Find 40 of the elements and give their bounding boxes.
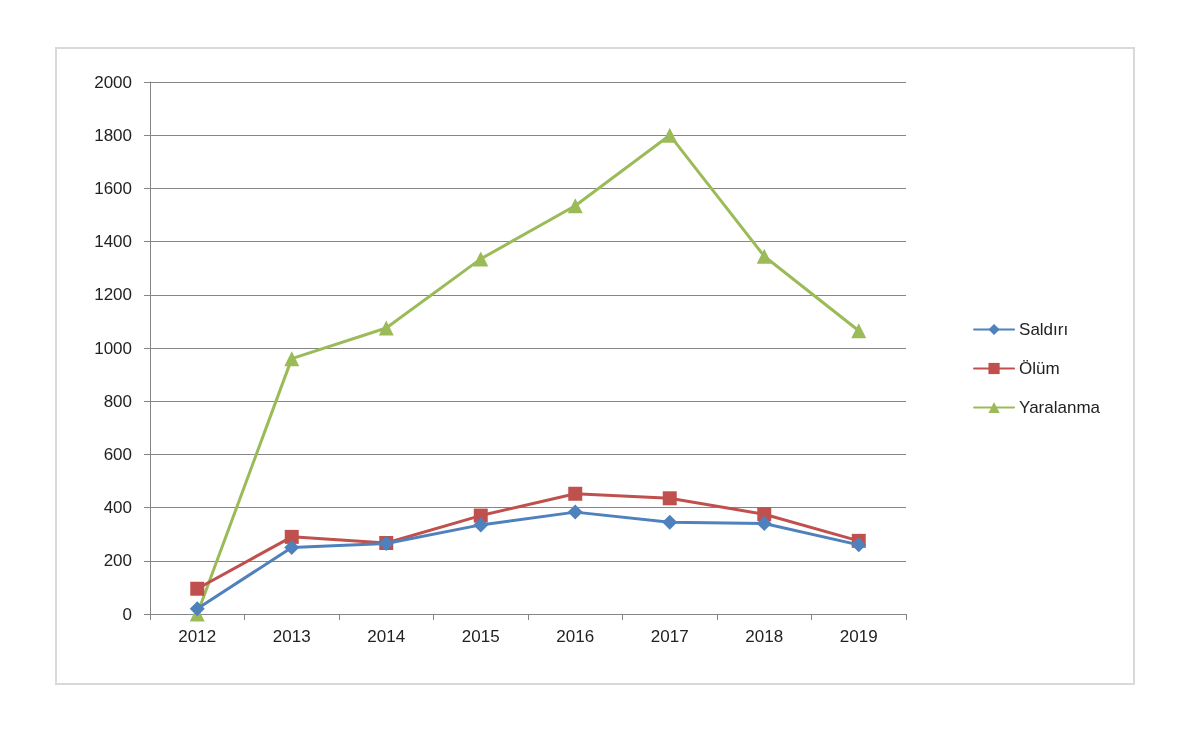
point bbox=[851, 537, 867, 553]
point bbox=[473, 517, 489, 533]
y-tick-label: 0 bbox=[122, 604, 132, 624]
y-tick-label: 1400 bbox=[94, 232, 132, 252]
point bbox=[756, 516, 772, 532]
point bbox=[568, 486, 583, 501]
point bbox=[473, 251, 489, 267]
point bbox=[284, 540, 300, 555]
point bbox=[189, 601, 205, 617]
y-tick-label: 2000 bbox=[94, 72, 132, 92]
point bbox=[756, 248, 772, 264]
point bbox=[662, 514, 678, 530]
x-tick-label: 2015 bbox=[461, 627, 500, 646]
y-tick-label: 800 bbox=[103, 391, 132, 411]
y-tick-label: 400 bbox=[103, 498, 132, 518]
legend-label: Ölüm bbox=[1019, 359, 1060, 378]
point bbox=[190, 581, 205, 596]
x-tick-label: 2013 bbox=[272, 627, 311, 646]
y-tick-label: 1200 bbox=[94, 285, 132, 305]
legend-label: Saldırı bbox=[1019, 320, 1069, 339]
point bbox=[662, 491, 677, 506]
x-tick-label: 2016 bbox=[556, 627, 595, 646]
point bbox=[567, 198, 583, 214]
point bbox=[567, 504, 583, 520]
y-tick-label: 600 bbox=[103, 444, 132, 464]
y-tick-label: 1600 bbox=[94, 178, 132, 198]
x-tick-label: 2012 bbox=[178, 627, 217, 646]
x-tick-label: 2019 bbox=[839, 627, 878, 646]
x-tick-label: 2018 bbox=[745, 627, 784, 646]
point bbox=[284, 351, 300, 367]
point bbox=[851, 323, 867, 339]
y-tick-label: 200 bbox=[103, 551, 132, 571]
x-tick-label: 2014 bbox=[367, 627, 406, 646]
y-tick-label: 1800 bbox=[94, 125, 132, 145]
legend-label: Yaralanma bbox=[1019, 398, 1101, 417]
point bbox=[662, 127, 678, 143]
point bbox=[378, 320, 394, 336]
point bbox=[284, 529, 299, 544]
y-tick-label: 1000 bbox=[94, 338, 132, 358]
x-tick-label: 2017 bbox=[650, 627, 689, 646]
